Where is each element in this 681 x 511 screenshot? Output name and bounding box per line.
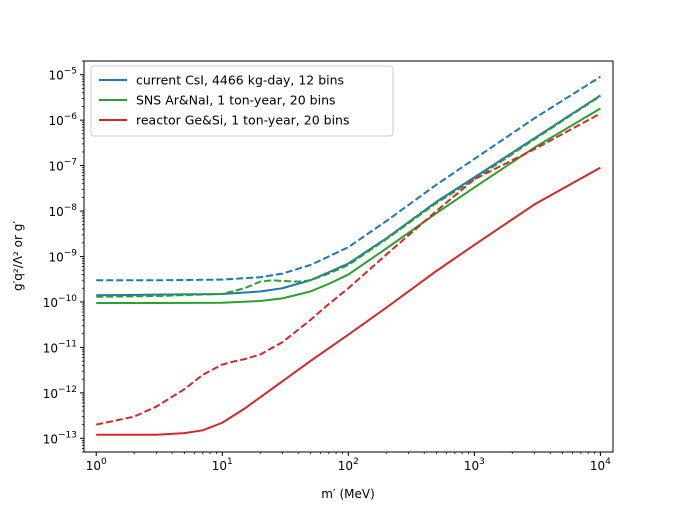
legend-label-2: reactor Ge&Si, 1 ton-year, 20 bins bbox=[136, 113, 349, 128]
y-tick-label-2: 10−11 bbox=[43, 339, 77, 355]
y-tick-label-7: 10−6 bbox=[48, 112, 77, 128]
series-line-5-dashed bbox=[96, 112, 601, 426]
legend: current CsI, 4466 kg-day, 12 bins SNS Ar&… bbox=[90, 65, 394, 137]
y-tick-label-6: 10−7 bbox=[48, 158, 77, 174]
legend-label-1: SNS Ar&NaI, 1 ton-year, 20 bins bbox=[136, 93, 336, 108]
y-tick-label-8: 10−5 bbox=[48, 67, 77, 83]
series-line-1-dashed bbox=[96, 75, 601, 282]
x-tick-label-0: 100 bbox=[86, 457, 107, 473]
y-axis: 10−13 10−12 10−11 10−10 10−9 10−8 10−7 10−6 10−5 bbox=[43, 60, 84, 453]
y-tick-label-0: 10−13 bbox=[43, 430, 77, 446]
x-axis-label: m′ (MeV) bbox=[321, 487, 375, 501]
x-tick-label-3: 103 bbox=[464, 457, 485, 473]
y-tick-label-5: 10−8 bbox=[48, 203, 77, 219]
y-tick-label-3: 10−10 bbox=[43, 294, 78, 310]
x-axis: 100 101 102 103 104 bbox=[86, 452, 611, 473]
y-tick-label-1: 10−12 bbox=[43, 385, 77, 401]
x-tick-label-2: 102 bbox=[338, 457, 359, 473]
x-tick-label-4: 104 bbox=[590, 457, 611, 473]
series-line-4-solid bbox=[96, 166, 601, 436]
y-tick-label-4: 10−9 bbox=[48, 249, 77, 265]
y-axis-label: g′q²/Λ² or g′ bbox=[11, 221, 25, 291]
legend-label-0: current CsI, 4466 kg-day, 12 bins bbox=[136, 73, 344, 88]
series-line-3-dashed bbox=[96, 95, 601, 298]
series-layer bbox=[96, 75, 601, 436]
x-tick-label-1: 101 bbox=[212, 457, 233, 473]
legend-box bbox=[90, 65, 394, 137]
series-line-2-solid bbox=[96, 107, 601, 304]
